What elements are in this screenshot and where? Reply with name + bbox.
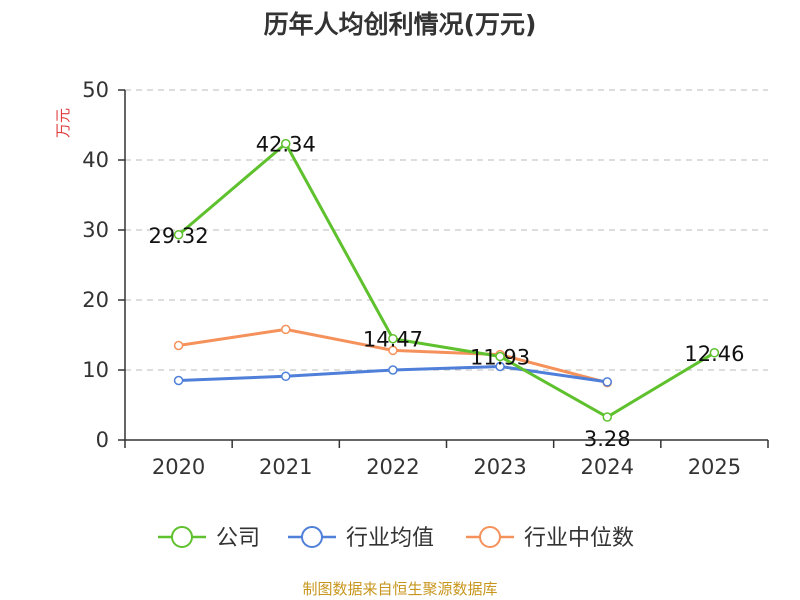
y-axis-label: 万元 xyxy=(54,108,72,138)
data-label: 3.28 xyxy=(584,427,631,451)
data-point xyxy=(173,375,184,386)
legend-marker xyxy=(479,526,501,548)
data-point xyxy=(388,333,398,344)
legend: 公司 行业均值 行业中位数 xyxy=(158,526,634,551)
legend-item: 公司 xyxy=(158,526,260,551)
data-label: 12.46 xyxy=(684,342,744,366)
legend-label: 公司 xyxy=(216,526,260,551)
data-point xyxy=(173,230,184,240)
data-label: 11.93 xyxy=(470,345,530,369)
axes: 0 10 20 30 40 50 2020 2021 2022 2023 2024 2025 xyxy=(82,78,769,479)
data-point xyxy=(281,138,291,149)
y-tick-label: 10 xyxy=(82,358,109,382)
legend-label: 行业中位数 xyxy=(524,526,634,551)
chart-title: 历年人均创利情况(万元) xyxy=(264,10,537,39)
data-point xyxy=(709,348,720,358)
plot-area xyxy=(173,138,720,422)
x-tick-label: 2023 xyxy=(473,455,526,479)
data-point xyxy=(388,345,398,356)
source-text: 制图数据来自恒生聚源数据库 xyxy=(302,580,497,598)
data-label: 29.32 xyxy=(149,224,209,248)
series-line xyxy=(177,142,716,419)
y-tick-label: 30 xyxy=(82,218,109,242)
x-tick-label: 2024 xyxy=(581,455,634,479)
legend-label: 行业均值 xyxy=(346,526,434,551)
data-point xyxy=(281,324,291,335)
data-point xyxy=(602,412,612,422)
data-point xyxy=(388,365,398,375)
grid-lines xyxy=(125,89,768,371)
data-point xyxy=(602,377,612,387)
legend-item: 行业中位数 xyxy=(466,526,634,551)
x-tick-label: 2025 xyxy=(688,455,741,479)
data-labels: 29.32 42.34 14.47 11.93 3.28 12.46 xyxy=(149,133,745,451)
x-tick-label: 2020 xyxy=(152,455,205,479)
data-point xyxy=(495,361,505,372)
data-label: 14.47 xyxy=(363,328,423,352)
y-tick-label: 50 xyxy=(82,78,109,102)
y-tick-label: 0 xyxy=(96,428,109,452)
legend-marker xyxy=(171,526,193,548)
data-label: 42.34 xyxy=(256,133,316,157)
data-point xyxy=(495,351,505,362)
data-point xyxy=(281,371,291,382)
y-tick-label: 40 xyxy=(82,148,109,172)
x-tick-label: 2021 xyxy=(259,455,312,479)
legend-marker xyxy=(301,526,323,548)
series-0 xyxy=(173,138,720,422)
x-tick-label: 2022 xyxy=(366,455,419,479)
series-1 xyxy=(173,361,612,387)
legend-item: 行业均值 xyxy=(288,526,434,551)
data-point xyxy=(173,340,184,351)
y-tick-label: 20 xyxy=(82,288,109,312)
